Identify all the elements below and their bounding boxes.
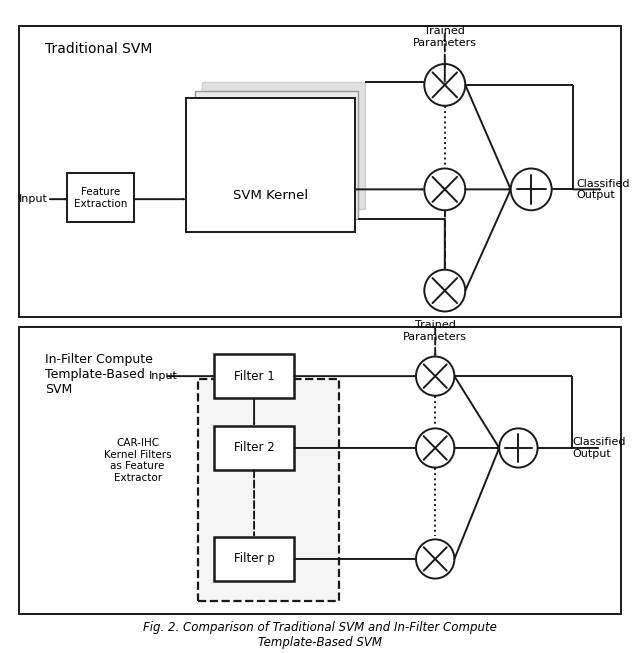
- Bar: [198, 379, 339, 601]
- Text: Feature
Extraction: Feature Extraction: [74, 187, 127, 209]
- Circle shape: [424, 168, 465, 210]
- Text: Classified
Output: Classified Output: [573, 437, 627, 459]
- Text: Filter 2: Filter 2: [234, 441, 275, 454]
- Text: CAR-IHC
Kernel Filters
as Feature
Extractor: CAR-IHC Kernel Filters as Feature Extrac…: [104, 438, 172, 483]
- Text: Filter p: Filter p: [234, 552, 275, 565]
- Circle shape: [424, 64, 465, 106]
- Bar: [186, 98, 355, 232]
- Text: Fig. 2. Comparison of Traditional SVM and In-Filter Compute
Template-Based SVM: Fig. 2. Comparison of Traditional SVM an…: [143, 621, 497, 648]
- Text: Trained
Parameters: Trained Parameters: [413, 26, 477, 48]
- Text: Trained
Parameters: Trained Parameters: [403, 320, 467, 342]
- Circle shape: [511, 168, 552, 210]
- Text: Input: Input: [148, 371, 177, 381]
- Bar: [214, 537, 294, 581]
- Circle shape: [416, 539, 454, 579]
- Bar: [19, 26, 621, 317]
- Bar: [214, 354, 294, 398]
- Text: Filter 1: Filter 1: [234, 370, 275, 383]
- Bar: [19, 326, 621, 614]
- Circle shape: [416, 428, 454, 468]
- Bar: [67, 173, 134, 222]
- Text: In-Filter Compute
Template-Based
SVM: In-Filter Compute Template-Based SVM: [45, 353, 153, 396]
- Bar: [214, 426, 294, 470]
- Bar: [195, 91, 358, 219]
- Bar: [202, 82, 365, 209]
- Circle shape: [499, 428, 538, 468]
- Circle shape: [424, 270, 465, 311]
- Circle shape: [416, 357, 454, 396]
- Text: SVM Kernel: SVM Kernel: [232, 189, 308, 202]
- Text: Traditional SVM: Traditional SVM: [45, 42, 152, 56]
- Text: Classified
Output: Classified Output: [576, 178, 630, 200]
- Text: Input: Input: [19, 194, 48, 204]
